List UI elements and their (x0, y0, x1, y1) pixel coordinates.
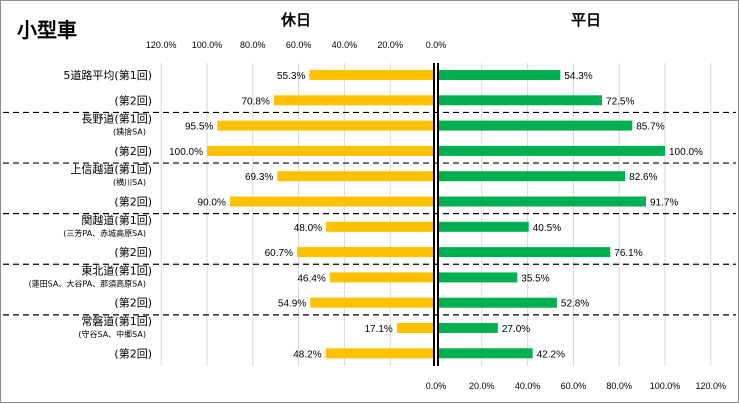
holiday-bar (277, 171, 434, 182)
holiday-value-label: 17.1% (364, 324, 392, 335)
top-tick-label: 0.0% (426, 40, 447, 50)
category-label: 常磐道(第1回) (81, 314, 152, 328)
weekday-bar (438, 272, 518, 283)
holiday-bar (309, 70, 434, 80)
category-sublabel: (蓮田SA、大谷PA、那須高原SA) (29, 278, 146, 288)
top-tick-label: 40.0% (332, 40, 358, 50)
top-tick-label: 80.0% (240, 40, 266, 50)
category-label: 5道路平均(第1回) (63, 68, 152, 82)
top-tick-label: 20.0% (377, 40, 403, 50)
holiday-value-label: 70.8% (242, 96, 270, 107)
weekday-value-label: 76.1% (614, 248, 642, 259)
category-label: (第2回) (114, 195, 152, 209)
bottom-tick-label: 40.0% (515, 381, 541, 391)
holiday-bar (296, 247, 434, 258)
bottom-tick-label: 20.0% (469, 381, 495, 391)
weekday-bar (438, 323, 498, 333)
holiday-value-label: 55.3% (277, 71, 305, 82)
category-label: 東北道(第1回) (81, 263, 152, 277)
category-label: 上信越道(第1回) (70, 162, 152, 176)
holiday-value-label: 48.2% (293, 349, 321, 360)
left-panel-title: 休日 (280, 11, 311, 29)
bottom-tick-label: 60.0% (561, 381, 587, 391)
category-label: (第2回) (114, 296, 152, 310)
category-sublabel: (姨捨SA) (113, 127, 146, 137)
weekday-value-label: 91.7% (650, 198, 678, 209)
category-label: 長野道(第1回) (81, 112, 152, 126)
weekday-value-label: 42.2% (537, 349, 565, 360)
bottom-tick-label: 120.0% (696, 381, 727, 391)
category-sublabel: (三芳PA、赤城高原SA) (63, 228, 146, 238)
top-tick-label: 120.0% (146, 40, 177, 50)
top-tick-label: 60.0% (286, 40, 312, 50)
weekday-value-label: 35.5% (521, 273, 549, 284)
weekday-bar (438, 297, 557, 308)
weekday-value-label: 27.0% (502, 324, 530, 335)
right-panel-title: 平日 (571, 11, 601, 29)
holiday-bar (310, 297, 434, 308)
weekday-value-label: 82.6% (629, 172, 657, 183)
bottom-tick-label: 80.0% (606, 381, 632, 391)
weekday-value-label: 85.7% (636, 122, 664, 133)
category-label: (第2回) (114, 144, 152, 158)
category-label: 関越道(第1回) (81, 213, 152, 227)
holiday-value-label: 69.3% (245, 172, 273, 183)
bottom-tick-label: 100.0% (650, 381, 681, 391)
holiday-bar (217, 120, 434, 131)
holiday-value-label: 54.9% (278, 299, 306, 310)
holiday-bar (396, 323, 434, 333)
holiday-bar (329, 272, 434, 283)
category-label: (第2回) (114, 346, 152, 360)
weekday-bar (438, 221, 529, 232)
category-label: (第2回) (114, 245, 152, 259)
holiday-bar (207, 145, 434, 156)
top-tick-label: 100.0% (192, 40, 223, 50)
holiday-value-label: 46.4% (297, 273, 325, 284)
holiday-bar (326, 221, 434, 232)
weekday-value-label: 52.8% (561, 299, 589, 310)
weekday-bar (438, 171, 626, 182)
weekday-value-label: 40.5% (533, 223, 561, 234)
weekday-value-label: 54.3% (564, 71, 592, 82)
bottom-tick-label: 0.0% (426, 381, 447, 391)
chart-title: 小型車 (17, 18, 77, 42)
weekday-bar (438, 247, 611, 258)
holiday-value-label: 100.0% (169, 147, 203, 158)
holiday-value-label: 60.7% (265, 248, 293, 259)
weekday-bar (438, 95, 603, 106)
category-sublabel: (守谷SA、中郷SA) (78, 329, 146, 339)
category-label: (第2回) (114, 93, 152, 107)
holiday-value-label: 95.5% (185, 122, 213, 133)
holiday-bar (325, 348, 434, 359)
weekday-bar (438, 196, 646, 207)
weekday-value-label: 100.0% (669, 147, 703, 158)
weekday-bar (438, 348, 533, 359)
holiday-value-label: 48.0% (294, 223, 322, 234)
weekday-bar (438, 70, 561, 80)
holiday-bar (273, 95, 434, 106)
weekday-bar (438, 120, 633, 131)
weekday-bar (438, 145, 665, 156)
holiday-value-label: 90.0% (198, 198, 226, 209)
category-sublabel: (横川SA) (113, 177, 146, 187)
weekday-value-label: 72.5% (606, 96, 634, 107)
holiday-bar (229, 196, 434, 207)
